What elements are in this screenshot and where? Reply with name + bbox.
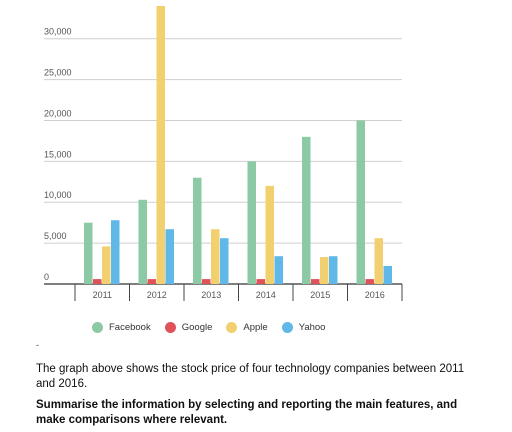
y-tick-label: 30,000 (44, 27, 72, 37)
y-tick-label: 15,000 (44, 149, 72, 159)
bar-facebook-2016 (356, 120, 365, 285)
bar-yahoo-2014 (274, 256, 283, 284)
y-tick-label: 25,000 (44, 68, 72, 78)
bar-facebook-2011 (84, 222, 93, 284)
legend-item-facebook: Facebook (92, 322, 151, 333)
legend-label: Google (181, 322, 213, 333)
x-tick-label: 2014 (256, 290, 276, 300)
bar-google-2013 (202, 279, 211, 284)
bar-facebook-2012 (138, 199, 147, 284)
bar-apple-2012 (156, 6, 165, 284)
bar-facebook-2014 (247, 161, 256, 284)
bar-apple-2016 (374, 238, 383, 284)
bar-google-2016 (365, 279, 374, 284)
legend-item-yahoo: Yahoo (281, 322, 326, 333)
legend-item-apple: Apple (226, 322, 268, 333)
bar-yahoo-2012 (165, 229, 174, 284)
separator-dash: - (36, 340, 39, 350)
bar-yahoo-2011 (111, 220, 120, 284)
legend-swatch (226, 322, 238, 333)
chart-legend: Facebook Google Apple Yahoo (92, 322, 325, 333)
bar-apple-2015 (320, 257, 329, 284)
legend-swatch (164, 322, 176, 333)
x-tick-label: 2015 (310, 290, 330, 300)
y-tick-label: 10,000 (44, 190, 72, 200)
bar-apple-2014 (265, 185, 274, 284)
legend-item-google: Google (164, 322, 213, 333)
x-tick-label: 2011 (93, 290, 112, 300)
bar-yahoo-2013 (220, 238, 229, 284)
legend-label: Apple (243, 322, 268, 333)
y-tick-label: 5,000 (44, 231, 67, 241)
bar-yahoo-2015 (329, 256, 338, 284)
bar-google-2015 (311, 279, 320, 284)
x-tick-label: 2012 (147, 290, 167, 300)
x-tick-label: 2016 (365, 290, 385, 300)
bar-yahoo-2016 (383, 266, 392, 284)
y-tick-label: 0 (44, 272, 49, 282)
bar-google-2012 (147, 279, 156, 284)
legend-label: Yahoo (298, 322, 326, 333)
bar-apple-2013 (211, 229, 220, 284)
y-tick-label: 20,000 (44, 108, 72, 118)
bar-chart: 0 5,000 10,000 15,000 20,000 25,000 30,000 2011… (44, 6, 403, 301)
chart-description: The graph above shows the stock price of… (36, 363, 465, 390)
legend-label: Facebook (109, 322, 151, 333)
legend-swatch (281, 322, 293, 333)
task-instruction: Summarise the information by selecting a… (36, 399, 458, 426)
bar-facebook-2015 (302, 136, 311, 284)
bar-apple-2011 (102, 246, 111, 284)
bar-google-2014 (256, 279, 265, 284)
legend-swatch (92, 322, 103, 333)
bar-google-2011 (93, 279, 102, 284)
bar-facebook-2013 (193, 177, 202, 284)
x-tick-label: 2013 (201, 290, 221, 300)
